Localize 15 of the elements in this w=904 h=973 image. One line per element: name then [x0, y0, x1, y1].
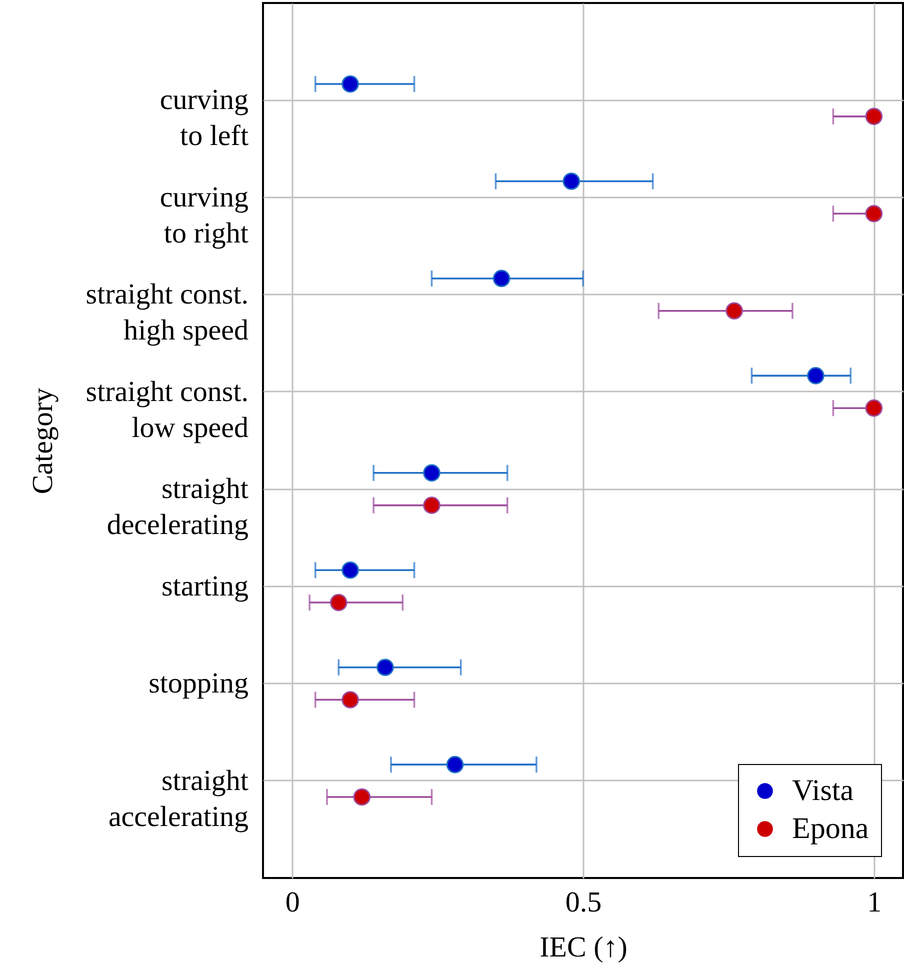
x-tick-label: 1 — [867, 886, 882, 918]
y-tick-label: stopping — [148, 668, 248, 700]
y-tick-label: straight decelerating — [106, 473, 248, 542]
x-axis-title: IEC (↑) — [540, 932, 628, 964]
x-tick-label: 0 — [285, 886, 300, 918]
y-tick-label: starting — [162, 570, 248, 602]
y-tick-label: curving to right — [160, 181, 248, 250]
y-axis-title: Category — [26, 387, 59, 494]
y-tick-label: straight const. low speed — [86, 376, 249, 444]
y-tick-label: curving to left — [160, 84, 248, 152]
legend-label: Epona — [792, 812, 869, 845]
x-tick-label: 0.5 — [565, 886, 602, 918]
legend-label: Vista — [792, 774, 854, 807]
y-tick-label: straight accelerating — [108, 764, 248, 833]
y-tick-label: straight const. high speed — [86, 278, 249, 347]
